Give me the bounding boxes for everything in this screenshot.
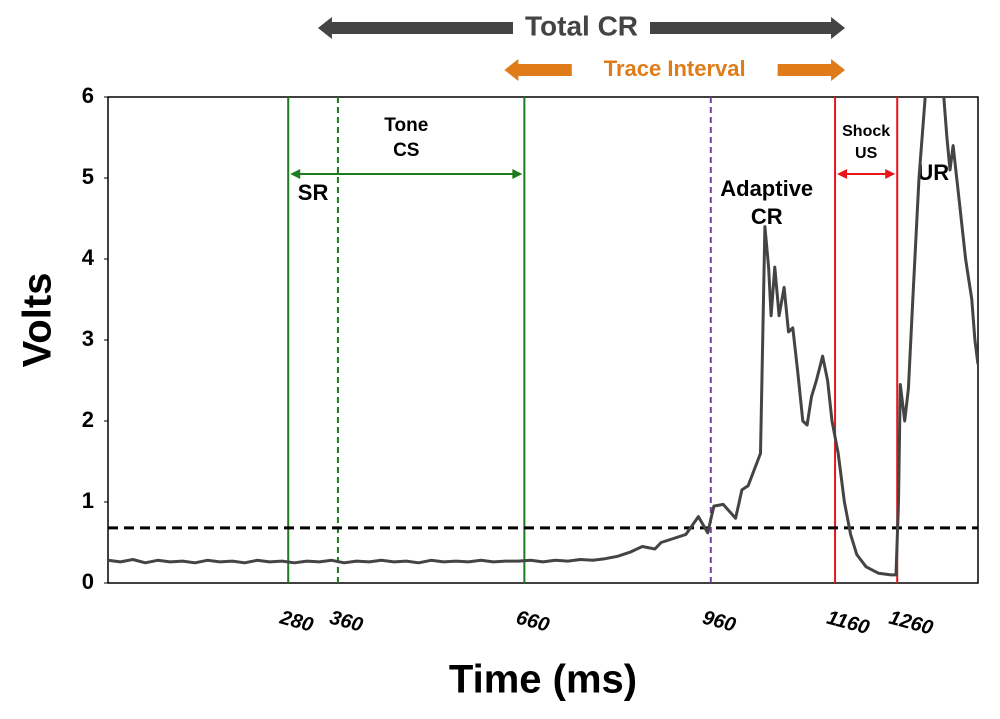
x-tick-label: 660 bbox=[514, 607, 552, 637]
span-label: Shock bbox=[842, 123, 890, 140]
annotation: CR bbox=[751, 204, 783, 229]
annotation: SR bbox=[298, 180, 329, 205]
y-axis-label: Volts bbox=[16, 273, 60, 368]
x-tick-label: 960 bbox=[700, 607, 738, 637]
arrowhead bbox=[837, 168, 848, 179]
span-label: Trace Interval bbox=[604, 56, 746, 81]
span-arrow-right bbox=[650, 17, 846, 39]
span-arrow-left bbox=[504, 59, 572, 81]
span-label: CS bbox=[393, 140, 419, 161]
y-tick-label: 3 bbox=[82, 326, 94, 351]
span-arrow-right bbox=[777, 59, 846, 81]
arrowhead bbox=[290, 168, 301, 179]
annotation: Adaptive bbox=[720, 176, 813, 201]
arrowhead bbox=[512, 168, 523, 179]
span-label: US bbox=[855, 145, 878, 162]
y-tick-label: 2 bbox=[82, 407, 94, 432]
span-arrow-left bbox=[317, 17, 513, 39]
plot-area bbox=[108, 97, 978, 577]
x-tick-label: 360 bbox=[327, 607, 365, 637]
x-tick-label: 280 bbox=[277, 606, 316, 636]
y-tick-label: 1 bbox=[82, 488, 94, 513]
span-label: Total CR bbox=[525, 10, 638, 41]
y-tick-label: 6 bbox=[82, 83, 94, 108]
x-tick-label: 1160 bbox=[824, 607, 871, 639]
data-line bbox=[108, 97, 978, 577]
y-tick-label: 5 bbox=[82, 164, 94, 189]
annotation: UR bbox=[917, 160, 949, 185]
plot-frame bbox=[107, 96, 979, 584]
span-label: Tone bbox=[384, 115, 428, 136]
y-tick-label: 0 bbox=[82, 569, 94, 594]
y-tick-label: 4 bbox=[82, 245, 95, 270]
x-tick-label: 1260 bbox=[887, 607, 936, 640]
arrowhead bbox=[885, 168, 896, 179]
x-axis-label: Time (ms) bbox=[449, 658, 637, 702]
